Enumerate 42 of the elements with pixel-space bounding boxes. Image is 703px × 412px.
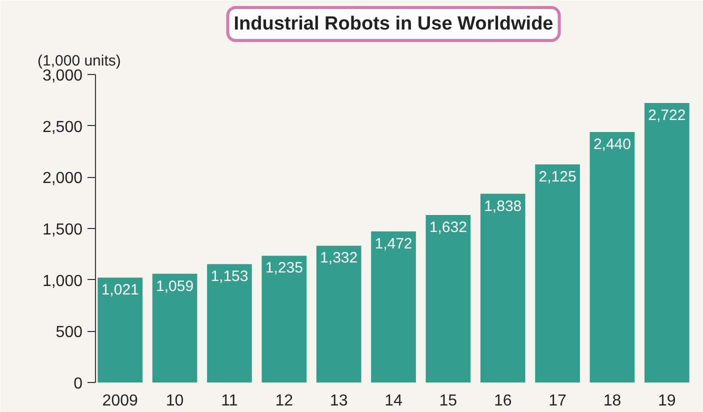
y-tick-label: 0 xyxy=(74,376,83,392)
data-label: 1,838 xyxy=(484,198,522,215)
y-tick-label: 2,500 xyxy=(42,118,83,136)
bar xyxy=(152,274,198,382)
y-axis-title: (1,000 units) xyxy=(38,52,121,70)
x-tick-label: 18 xyxy=(603,392,622,410)
chart-title: Industrial Robots in Use Worldwide xyxy=(234,14,554,34)
data-label: 1,472 xyxy=(374,235,412,252)
bar xyxy=(535,164,580,382)
data-label: 2,722 xyxy=(648,107,686,124)
y-tick-label: 2,000 xyxy=(42,170,83,188)
y-tick-label: 1,500 xyxy=(42,222,83,238)
x-tick-label: 10 xyxy=(166,392,184,410)
bar xyxy=(316,246,362,382)
x-tick-label: 19 xyxy=(658,392,676,410)
bar xyxy=(371,231,416,382)
bar xyxy=(207,264,252,382)
bar xyxy=(480,194,526,382)
x-tick-label: 13 xyxy=(330,392,348,410)
bar xyxy=(98,278,143,382)
data-label: 1,059 xyxy=(156,278,194,295)
y-tick-label: 1,000 xyxy=(42,272,83,290)
data-label: 2,440 xyxy=(593,136,631,153)
data-label: 2,125 xyxy=(538,168,576,186)
x-tick-label: 12 xyxy=(275,392,294,410)
data-label: 1,632 xyxy=(429,218,467,236)
x-tick-label: 15 xyxy=(439,392,458,410)
bar xyxy=(590,132,635,382)
bar xyxy=(644,103,690,382)
bar xyxy=(426,214,471,382)
data-label: 1,332 xyxy=(320,250,358,267)
x-tick-label: 2009 xyxy=(102,392,138,410)
y-tick-label: 500 xyxy=(56,324,83,342)
x-tick-label: 16 xyxy=(494,392,512,410)
x-tick-label: 17 xyxy=(548,392,567,410)
x-tick-label: 14 xyxy=(384,392,402,410)
data-label: 1,235 xyxy=(265,260,303,277)
bar xyxy=(262,256,307,382)
y-tick-label: 3,000 xyxy=(42,68,83,84)
data-label: 1,021 xyxy=(101,282,139,299)
x-tick-label: 11 xyxy=(221,392,238,410)
data-label: 1,153 xyxy=(210,268,248,286)
